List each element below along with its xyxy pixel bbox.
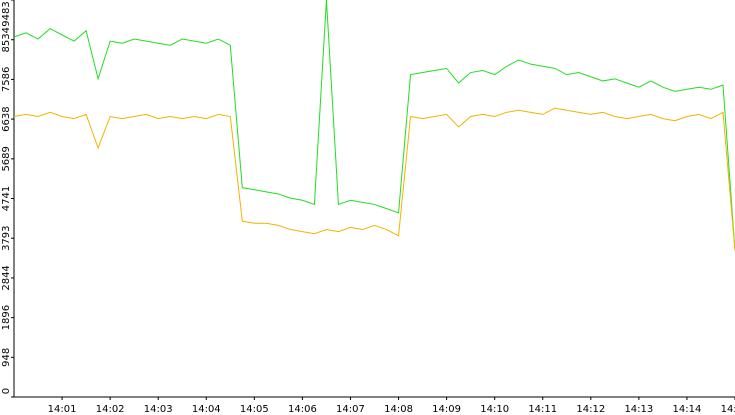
x-tick-label: 14:12 [576,404,605,415]
series-line [13,0,735,251]
y-tick-label: 4741 [1,186,12,211]
y-tick-label: 9483 [1,1,12,26]
x-tick-label: 14:15 [721,404,735,415]
y-tick-label: 3793 [1,225,12,250]
x-tick-label: 14:13 [624,404,653,415]
y-tick-label: 7586 [1,67,12,92]
x-tick-label: 14:09 [432,404,461,415]
x-tick-label: 14:07 [336,404,365,415]
series-line [13,107,735,251]
x-tick-label: 14:01 [48,404,77,415]
x-tick-label: 14:02 [96,404,125,415]
x-tick-label: 14:06 [288,404,317,415]
y-tick-label: 1896 [1,305,12,330]
x-tick-label: 14:05 [240,404,269,415]
y-tick-label: 0 [1,388,12,394]
y-tick-label: 5689 [1,146,12,171]
x-tick-label: 14:03 [144,404,173,415]
y-tick-label: 948 [1,348,12,367]
x-tick-label: 14:11 [528,404,557,415]
y-tick-label: 8534 [1,27,12,52]
x-tick-label: 14:14 [673,404,702,415]
x-tick-label: 14:08 [384,404,413,415]
x-tick-label: 14:10 [480,404,509,415]
y-tick-label: 6638 [1,106,12,131]
y-tick-label: 2844 [1,265,12,290]
x-tick-label: 14:04 [192,404,221,415]
